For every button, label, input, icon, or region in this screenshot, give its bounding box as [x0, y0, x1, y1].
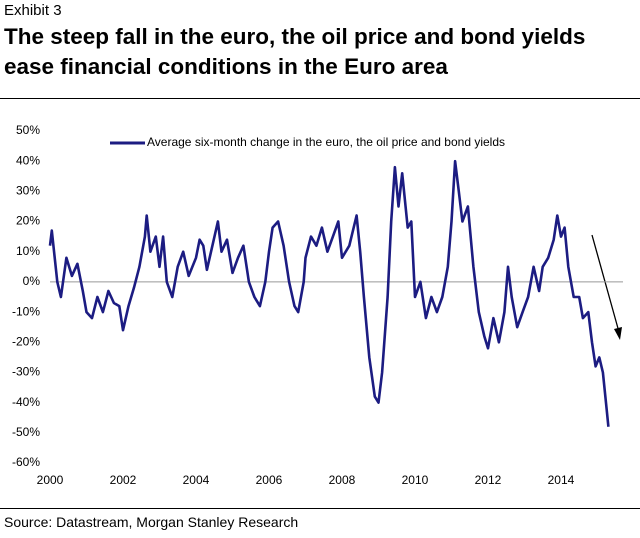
x-tick-label: 2014: [548, 473, 575, 487]
data-line: [48, 159, 610, 427]
source: Source: Datastream, Morgan Stanley Resea…: [4, 514, 299, 530]
y-tick-label: -50%: [12, 425, 40, 439]
y-tick-label: -30%: [12, 365, 40, 379]
y-tick-label: 20%: [16, 214, 40, 228]
legend-label: Average six-month change in the euro, th…: [147, 135, 505, 149]
chart: -60% -50% -40% -30% -20% -10% 0% 10% 20% 30% 40% 50…: [12, 123, 623, 487]
chart-title: The steep fall in the euro, the oil pric…: [4, 24, 586, 79]
y-tick-label: -40%: [12, 395, 40, 409]
y-tick-label: 30%: [16, 184, 40, 198]
x-tick-label: 2008: [329, 473, 356, 487]
x-tick-label: 2002: [110, 473, 137, 487]
y-tick-label: -60%: [12, 455, 40, 469]
rule: [0, 98, 640, 99]
y-tick-label: 10%: [16, 244, 40, 258]
rule: [0, 508, 640, 509]
y-tick-label: -20%: [12, 334, 40, 348]
arrow-head: [614, 327, 622, 340]
y-tick-label: 40%: [16, 153, 40, 167]
y-tick-label: 50%: [16, 123, 40, 137]
x-tick-label: 2000: [37, 473, 64, 487]
supertitle: Exhibit 3: [4, 2, 62, 19]
x-tick-label: 2012: [475, 473, 502, 487]
arrow: [591, 234, 620, 333]
x-tick-label: 2010: [402, 473, 429, 487]
y-tick-label: -10%: [12, 304, 40, 318]
x-tick-label: 2004: [183, 473, 210, 487]
y-tick-label: 0%: [23, 274, 41, 288]
x-tick-label: 2006: [256, 473, 283, 487]
